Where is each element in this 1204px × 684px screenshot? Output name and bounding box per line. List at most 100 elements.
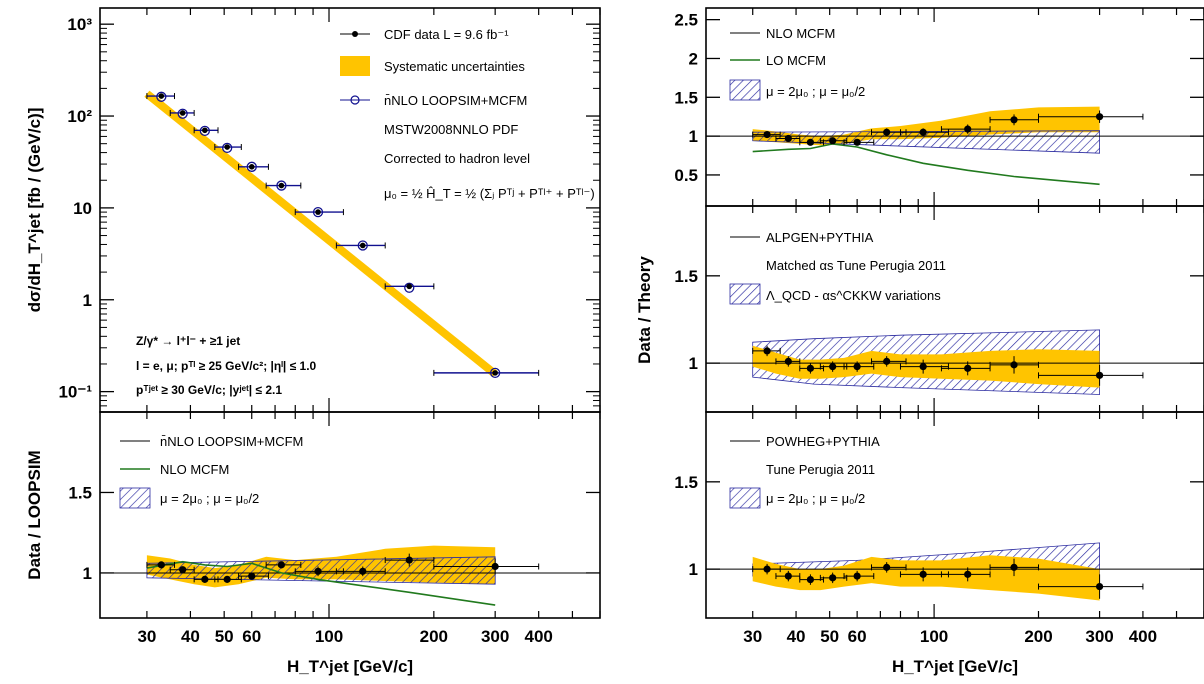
data-point — [1095, 113, 1104, 121]
x-tick-label: 60 — [242, 627, 261, 646]
y-tick-label: 1.5 — [674, 267, 698, 286]
data-point — [314, 567, 322, 575]
y-axis-label: dσ/dH_T^jet [fb / (GeV/c)] — [25, 108, 44, 313]
x-tick-label: 300 — [1085, 627, 1113, 646]
y-tick-label: 1.5 — [674, 473, 698, 492]
data-point — [853, 572, 861, 580]
x-tick-label: 30 — [743, 627, 762, 646]
data-point — [492, 370, 498, 376]
data-point — [248, 164, 255, 170]
x-tick-label: 300 — [481, 627, 509, 646]
y-tick-label: 10⁻¹ — [58, 383, 92, 402]
data-point — [964, 570, 972, 578]
legend-label: Tune Perugia 2011 — [766, 462, 875, 477]
data-point — [883, 357, 891, 365]
data-point — [1010, 563, 1018, 571]
data-point — [829, 363, 837, 371]
y-tick-label: 1 — [689, 354, 698, 373]
data-point — [224, 144, 230, 150]
data-point — [763, 130, 771, 139]
legend-label: Matched αs Tune Perugia 2011 — [766, 258, 946, 273]
legend-label: μ = 2μ₀ ; μ = μ₀/2 — [766, 84, 865, 99]
data-point — [919, 363, 927, 371]
data-point — [883, 128, 891, 136]
data-point — [491, 562, 499, 571]
data-point — [1095, 371, 1104, 379]
y-tick-label: 1.5 — [674, 88, 698, 107]
y-tick-label: 2.5 — [674, 11, 698, 30]
data-point — [157, 561, 165, 569]
legend-label: NLO MCFM — [160, 462, 229, 477]
data-point — [278, 182, 285, 189]
data-point — [853, 138, 861, 146]
data-point — [405, 556, 413, 564]
x-tick-label: 400 — [524, 627, 552, 646]
data-point — [964, 364, 972, 372]
data-point — [919, 128, 927, 136]
x-tick-label: 100 — [920, 627, 948, 646]
legend-label: LO MCFM — [766, 53, 826, 68]
legend-marker — [350, 95, 360, 105]
annotation: pᵀʲᵉᵗ ≥ 30 GeV/c; |yʲᵉᵗ| ≤ 2.1 — [136, 383, 282, 397]
legend-label: Systematic uncertainties — [384, 59, 525, 74]
systematic-band — [144, 90, 498, 378]
legend-swatch — [729, 79, 761, 101]
legend-label: μ₀ = ½ Ĥ_T = ½ (Σⱼ Pᵀʲ + Pᵀˡ⁺ + Pᵀˡ⁻) — [384, 186, 595, 201]
data-point — [806, 364, 815, 372]
data-point — [964, 125, 972, 133]
data-point — [359, 567, 367, 575]
nlo-mcfm-curve — [146, 560, 496, 606]
x-axis-label: H_T^jet [GeV/c] — [892, 657, 1018, 676]
legend-label: n̄NLO LOOPSIM+MCFM — [384, 93, 527, 108]
data-point — [784, 134, 792, 143]
legend-label: POWHEG+PYTHIA — [766, 434, 880, 449]
legend-label: μ = 2μ₀ ; μ = μ₀/2 — [160, 491, 259, 506]
data-point — [406, 283, 413, 290]
data-point — [315, 209, 321, 215]
legend-label: CDF data L = 9.6 fb⁻¹ — [384, 27, 509, 42]
legend-label: n̄NLO LOOPSIM+MCFM — [160, 434, 303, 449]
data-point — [202, 127, 208, 134]
legend-swatch — [119, 487, 151, 509]
x-tick-label: 40 — [181, 627, 200, 646]
x-tick-label: 100 — [315, 627, 343, 646]
y-tick-label: 10² — [67, 107, 92, 126]
data-point — [1095, 582, 1104, 591]
legend-label: NLO MCFM — [766, 26, 835, 41]
x-tick-label: 60 — [848, 627, 867, 646]
data-point — [829, 137, 837, 145]
theory-marker — [156, 91, 167, 102]
legend-swatch — [340, 56, 370, 76]
y-axis-label: Data / Theory — [635, 256, 654, 364]
y-tick-label: 10³ — [67, 15, 92, 34]
x-tick-label: 200 — [420, 627, 448, 646]
y-tick-label: 1 — [689, 127, 698, 146]
data-point — [784, 572, 792, 580]
x-tick-label: 50 — [215, 627, 234, 646]
data-point — [919, 570, 927, 578]
x-axis-label: H_T^jet [GeV/c] — [287, 657, 413, 676]
legend-label: Λ_QCD - αs^CKKW variations — [766, 288, 941, 303]
data-point — [179, 566, 187, 574]
lo-mcfm-curve — [752, 143, 1100, 186]
data-point — [784, 357, 792, 365]
data-point — [763, 347, 771, 355]
theory-marker — [177, 108, 188, 119]
x-tick-label: 40 — [787, 627, 806, 646]
data-point — [1010, 116, 1018, 124]
y-tick-label: 1 — [689, 560, 698, 579]
legend-label: MSTW2008NNLO PDF — [384, 122, 518, 137]
data-point — [806, 138, 815, 146]
data-point — [829, 574, 837, 582]
x-tick-label: 30 — [137, 627, 156, 646]
theory-marker — [222, 142, 233, 154]
data-point — [201, 575, 209, 583]
legend-label: ALPGEN+PYTHIA — [766, 230, 874, 245]
data-point — [806, 575, 815, 584]
legend-swatch — [729, 283, 761, 305]
powheg-frame — [705, 411, 1204, 619]
loopsim-frame — [99, 411, 601, 619]
data-point — [248, 572, 256, 580]
x-tick-label: 50 — [820, 627, 839, 646]
